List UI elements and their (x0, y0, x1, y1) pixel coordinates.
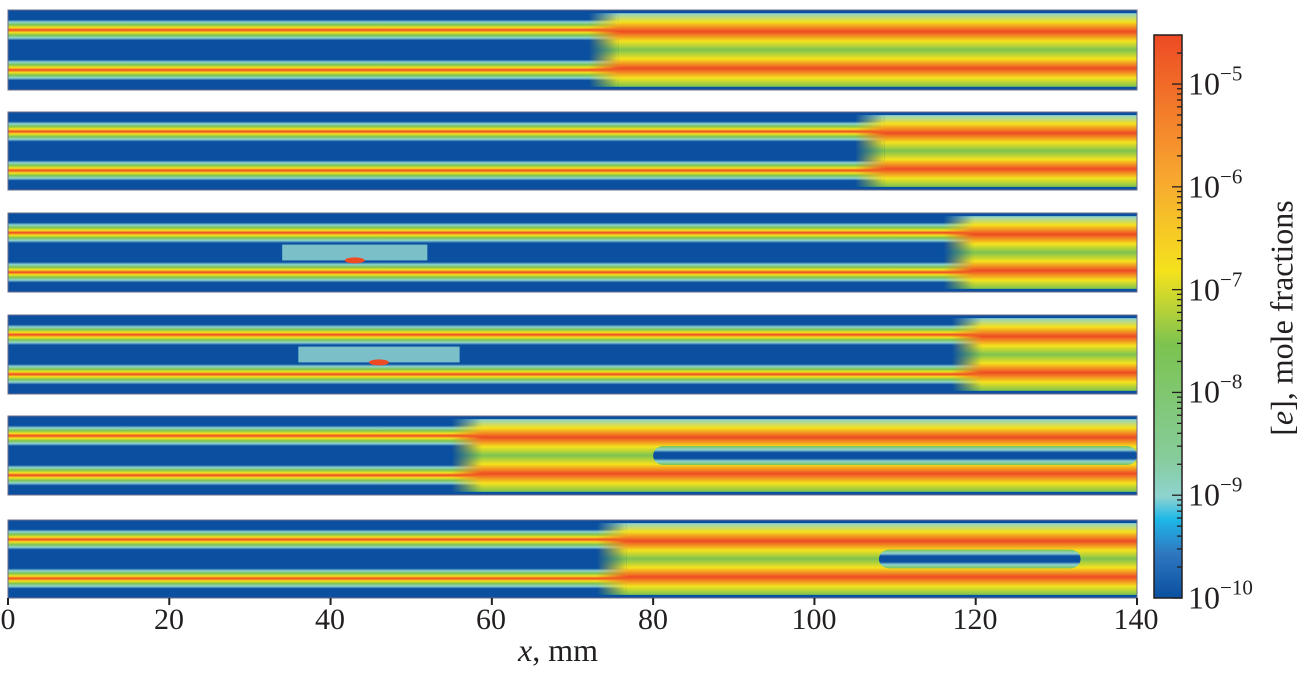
contour-panel-3 (7, 212, 1138, 293)
jet-band-upper (8, 324, 1137, 346)
local-hot-spot (368, 359, 389, 366)
x-tick-label: 140 (1113, 603, 1159, 636)
x-tick-label: 80 (638, 603, 668, 636)
colorbar-tick-label: 10−10 (1188, 575, 1253, 616)
relaminarized-core (878, 549, 1081, 569)
x-tick-label: 120 (952, 603, 998, 636)
contour-panel-1 (7, 9, 1138, 91)
x-tick-label: 100 (791, 603, 837, 636)
x-axis-label: x, mm (518, 632, 598, 668)
colorbar-tick-label: 10−6 (1188, 164, 1243, 205)
panel-frame (7, 111, 1138, 191)
jet-band-lower (8, 363, 1137, 385)
contour-panel-6 (7, 519, 1138, 599)
panel-frame (7, 314, 1138, 395)
colorbar-tick-label: 10−5 (1188, 61, 1243, 102)
x-tick-label: 60 (476, 603, 506, 636)
panel-frame (7, 9, 1138, 91)
local-ignition-zone (282, 244, 428, 261)
relaminarized-core (653, 446, 1137, 465)
jet-band-lower (8, 261, 1137, 283)
colorbar-tick-label: 10−7 (1188, 267, 1243, 308)
jet-band-upper (8, 222, 1137, 244)
colorbar-tick-label: 10−8 (1188, 369, 1243, 410)
mixing-zone (588, 13, 1137, 87)
panel-frame (7, 415, 1138, 496)
contour-panel-5 (7, 415, 1138, 496)
panel-frame (7, 212, 1138, 293)
contour-panel-2 (7, 111, 1138, 191)
contour-panel-4 (7, 314, 1138, 395)
x-tick-label: 0 (0, 603, 16, 636)
panel-frame (7, 519, 1138, 599)
mixing-zone (854, 115, 1137, 187)
colorbar (1153, 34, 1183, 599)
x-tick-label: 20 (154, 603, 184, 636)
colorbar-label: [e], mole fractions (1263, 200, 1300, 436)
local-ignition-zone (298, 346, 460, 363)
mixing-zone (951, 318, 1137, 391)
local-hot-spot (344, 257, 365, 264)
colorbar-tick-label: 10−9 (1188, 472, 1243, 513)
mixing-zone (943, 216, 1137, 289)
x-tick-label: 40 (315, 603, 345, 636)
